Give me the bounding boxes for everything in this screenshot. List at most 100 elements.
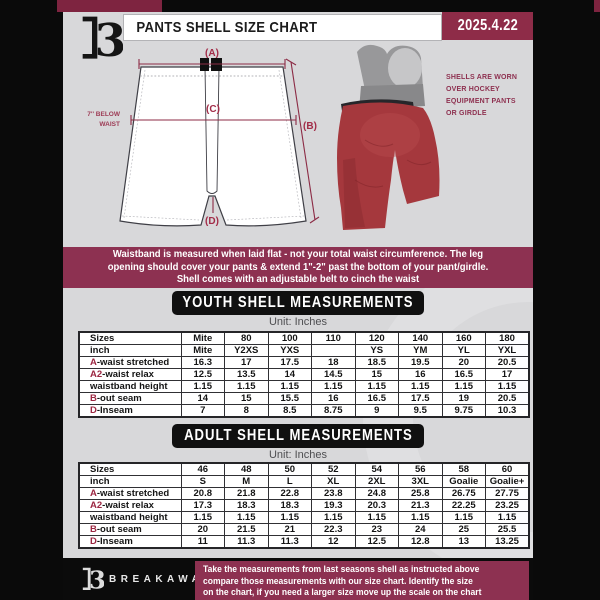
youth-section-title: YOUTH SHELL MEASUREMENTS — [182, 294, 414, 311]
cell-value: 2XL — [354, 475, 399, 488]
cell-value: 46 — [180, 462, 225, 476]
cell-value — [311, 344, 356, 357]
cell-value: Mite — [180, 344, 225, 357]
row-label: A-waist stretched — [78, 356, 182, 369]
cell-value: 21.8 — [224, 487, 269, 500]
page-footer: 3 BREAKAWAY Take the measurements from l… — [63, 558, 533, 600]
cell-value: 21.5 — [224, 523, 269, 536]
cell-value: 120 — [354, 331, 399, 345]
cell-value: 1.15 — [354, 380, 399, 393]
cell-value: 1.15 — [441, 511, 486, 524]
photo-note-line: SHELLS ARE WORN — [446, 74, 518, 81]
cell-value: 16.5 — [441, 368, 486, 381]
brand-name: BREAKAWAY — [109, 573, 214, 585]
row-label: B-out seam — [78, 392, 182, 405]
cell-value: 23.8 — [311, 487, 356, 500]
table-row: B-out seam 20 21.5 21 22.3 23 24 25 25.5 — [78, 523, 530, 536]
cell-value: 25.8 — [398, 487, 443, 500]
table-row: D-Inseam 7 8 8.5 8.75 9 9.5 9.75 10.3 — [78, 404, 530, 418]
breakaway-logo-icon: 3 — [82, 14, 123, 62]
row-label: waistband height — [78, 380, 182, 393]
shorts-outline — [119, 66, 307, 227]
cell-value: 60 — [485, 462, 530, 476]
cell-value: 12 — [311, 535, 356, 549]
cell-value: 19.5 — [398, 356, 443, 369]
row-label-prefix: D — [90, 536, 97, 547]
cell-value: 19 — [441, 392, 486, 405]
cell-value: 17 — [224, 356, 269, 369]
page-title-box: PANTS SHELL SIZE CHART — [123, 14, 442, 41]
row-label: Sizes — [78, 462, 182, 476]
date-badge: 2025.4.22 — [442, 12, 533, 40]
cell-value: 16.3 — [180, 356, 225, 369]
measure-label-a: (A) — [205, 48, 219, 59]
measurement-notice-band: Waistband is measured when laid flat - n… — [63, 247, 533, 288]
cell-value: 23.25 — [485, 499, 530, 512]
cell-value: 1.15 — [180, 380, 225, 393]
cell-value: 58 — [441, 462, 486, 476]
cell-value: 20 — [441, 356, 486, 369]
cell-value: 22.8 — [267, 487, 312, 500]
adult-section-title: ADULT SHELL MEASUREMENTS — [183, 427, 413, 444]
row-label-prefix: A — [90, 357, 97, 368]
row-label: A2-waist relax — [78, 368, 182, 381]
breakaway-footer-logo-icon: 3 — [82, 566, 104, 593]
cell-value: 1.15 — [398, 511, 443, 524]
cell-value: L — [267, 475, 312, 488]
adult-section-banner: ADULT SHELL MEASUREMENTS — [172, 424, 424, 448]
cell-value: 1.15 — [267, 511, 312, 524]
top-bleed-maroon-left — [57, 0, 162, 12]
cell-value: 7 — [180, 404, 225, 418]
cell-value: 11 — [180, 535, 225, 549]
cell-value: 13.25 — [485, 535, 530, 549]
cell-value: YS — [354, 344, 399, 357]
cell-value: 18 — [311, 356, 356, 369]
cell-value: 12.5 — [354, 535, 399, 549]
cell-value: 20 — [180, 523, 225, 536]
notice-line: Waistband is measured when laid flat - n… — [112, 249, 484, 260]
cell-value: 10.3 — [485, 404, 530, 418]
cell-value: 19.3 — [311, 499, 356, 512]
row-label: A-waist stretched — [78, 487, 182, 500]
row-label-prefix: B — [90, 524, 97, 535]
photo-note: SHELLS ARE WORN OVER HOCKEY EQUIPMENT PA… — [446, 72, 530, 120]
cell-value: 52 — [311, 462, 356, 476]
cell-value: 14 — [267, 368, 312, 381]
table-row: waistband height 1.15 1.15 1.15 1.15 1.15 1.15… — [78, 511, 530, 524]
cell-value: 21 — [267, 523, 312, 536]
cell-value: 1.15 — [441, 380, 486, 393]
row-label: inch — [78, 344, 182, 357]
table-row: A2-waist relax 17.3 18.3 18.3 19.3 20.3 21.3 22… — [78, 499, 530, 512]
cell-value: YXL — [485, 344, 530, 357]
cell-value: 1.15 — [224, 511, 269, 524]
cell-value: Y2XS — [224, 344, 269, 357]
cell-value: 16 — [398, 368, 443, 381]
photo-note-line: OR GIRDLE — [446, 110, 487, 117]
cell-value: 1.15 — [485, 380, 530, 393]
cell-value: 50 — [267, 462, 312, 476]
cell-value: 11.3 — [224, 535, 269, 549]
cell-value: 180 — [485, 331, 530, 345]
cell-value: 22.3 — [311, 523, 356, 536]
cell-value: 20.3 — [354, 499, 399, 512]
cell-value: XL — [311, 475, 356, 488]
pants-diagram: (A) (C) (B) (D) 7'' BELOW WAIST — [87, 48, 320, 227]
row-label-prefix: A2 — [90, 369, 103, 380]
size-chart-page: 3 PANTS SHELL SIZE CHART 2025.4.22 (A) (… — [63, 12, 533, 600]
cell-value: S — [180, 475, 225, 488]
waist-note-line1: 7'' BELOW — [87, 111, 121, 118]
adult-unit-label: Unit: Inches — [268, 449, 328, 461]
top-bleed-maroon-right — [594, 0, 600, 12]
cell-value: 9 — [354, 404, 399, 418]
cell-value: 1.15 — [267, 380, 312, 393]
cell-value: 18.3 — [267, 499, 312, 512]
cell-value: 16.5 — [354, 392, 399, 405]
cell-value: 21.3 — [398, 499, 443, 512]
row-label: A2-waist relax — [78, 499, 182, 512]
notice-line: Shell comes with an adjustable belt to c… — [176, 274, 420, 286]
date-text: 2025.4.22 — [457, 17, 518, 34]
footer-instructions-box: Take the measurements from last seasons … — [195, 561, 529, 600]
cell-value: 11.3 — [267, 535, 312, 549]
measure-label-b: (B) — [303, 121, 317, 132]
row-label: D-Inseam — [78, 404, 182, 418]
